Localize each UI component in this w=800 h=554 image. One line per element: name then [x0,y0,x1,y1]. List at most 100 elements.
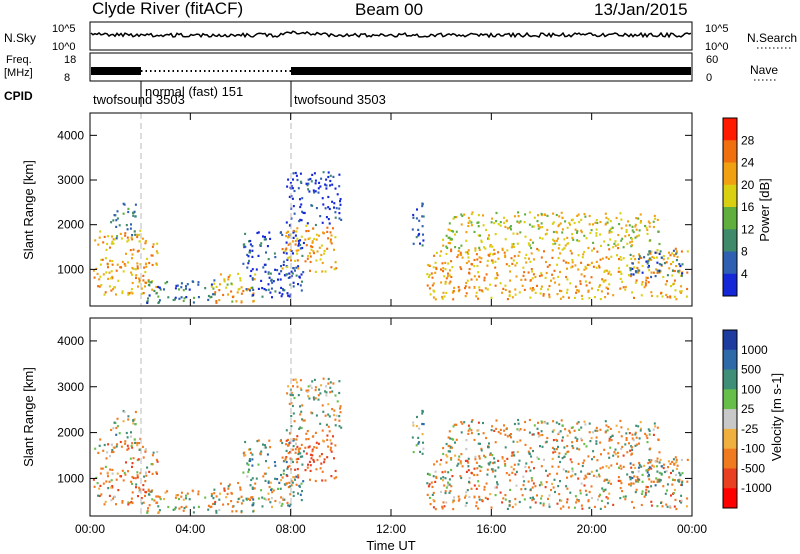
velocity-cell [607,452,610,455]
power-cell [661,295,664,298]
power-cell [286,292,289,295]
velocity-cell [523,498,526,501]
velocity-cell [265,460,267,463]
power-cell [574,285,577,288]
power-cell [329,240,332,243]
power-cell [440,250,443,253]
velocity-cell [636,475,639,479]
velocity-cell [652,428,655,431]
power-cell [278,291,281,294]
power-cell [315,233,318,236]
power-cell [511,245,514,248]
velocity-cell [647,475,650,478]
velocity-cell [296,445,299,448]
power-cell [513,255,516,258]
velocity-cell [571,470,574,473]
power-cell [246,266,249,269]
power-cell [529,260,532,263]
power-cell [253,278,256,281]
velocity-cell [457,499,460,502]
power-cell [459,251,462,254]
power-cell [126,228,129,231]
velocity-cell [455,423,458,426]
nave-label: Nave [750,63,778,77]
velocity-cell [444,490,447,493]
velocity-cell [227,485,230,488]
power-cell [673,269,676,273]
power-cell [475,295,478,298]
velocity-cell [138,490,141,493]
velocity-cell [338,425,341,428]
velocity-cell [678,478,681,481]
power-cell [675,298,678,301]
velocity-cell [98,444,101,447]
velocity-cell [110,450,113,454]
power-cell [560,211,563,214]
power-cell [633,296,635,299]
velocity-cell [302,480,305,483]
velocity-cell [131,442,134,445]
power-cell [426,284,429,287]
power-cell [554,242,557,245]
power-cell [421,215,424,218]
power-cell [141,237,144,240]
velocity-cell [304,446,307,449]
velocity-cell [338,419,341,422]
power-cell [131,281,134,285]
velocity-cell [251,453,254,456]
power-cell [421,244,424,247]
velocity-cell [483,454,485,457]
sky-tick-left-top: 10^5 [52,23,76,35]
velocity-cell [239,486,242,489]
power-cell [132,267,135,271]
power-cell [272,280,275,283]
power-cell [604,212,607,215]
power-cell [431,284,434,287]
velocity-cell [523,428,526,431]
power-cell [156,263,158,266]
power-cell [304,238,307,241]
velocity-cell [571,445,574,448]
power-ytick-label: 2000 [57,218,84,232]
velocity-cell [532,482,535,485]
power-cell [477,225,480,228]
velocity-cell [327,425,330,428]
power-cell [670,263,672,266]
velocity-cell [144,448,147,451]
velocity-cell [574,473,577,476]
power-cell [338,173,341,176]
velocity-cell [197,505,200,508]
power-cell [315,259,318,262]
power-cell [600,244,602,247]
velocity-cell [513,454,516,457]
velocity-cell [135,486,137,489]
velocity-cell [156,460,159,463]
power-cell [296,178,299,182]
power-cell [279,278,282,281]
velocity-cell [504,494,507,497]
velocity-cell [557,445,559,448]
power-cell [506,249,509,252]
velocity-cell [289,503,292,506]
velocity-cell [536,456,539,459]
power-cell [243,243,246,246]
velocity-cell [237,481,240,485]
velocity-cell [124,440,127,443]
power-cell [679,290,681,293]
freq-band-1 [91,67,141,75]
power-cell [589,231,592,235]
power-cell [556,263,559,266]
velocity-cell [566,445,569,448]
power-cell [440,268,442,271]
velocity-cell [266,453,269,456]
velocity-cell [566,498,569,501]
power-cell [504,284,507,287]
power-cell [306,257,309,260]
power-cell [305,182,308,185]
power-cell [110,221,113,224]
velocity-cell [335,414,338,417]
velocity-cell [426,493,429,496]
velocity-cell [338,415,341,418]
velocity-cell [440,477,442,480]
power-cell [117,279,120,282]
